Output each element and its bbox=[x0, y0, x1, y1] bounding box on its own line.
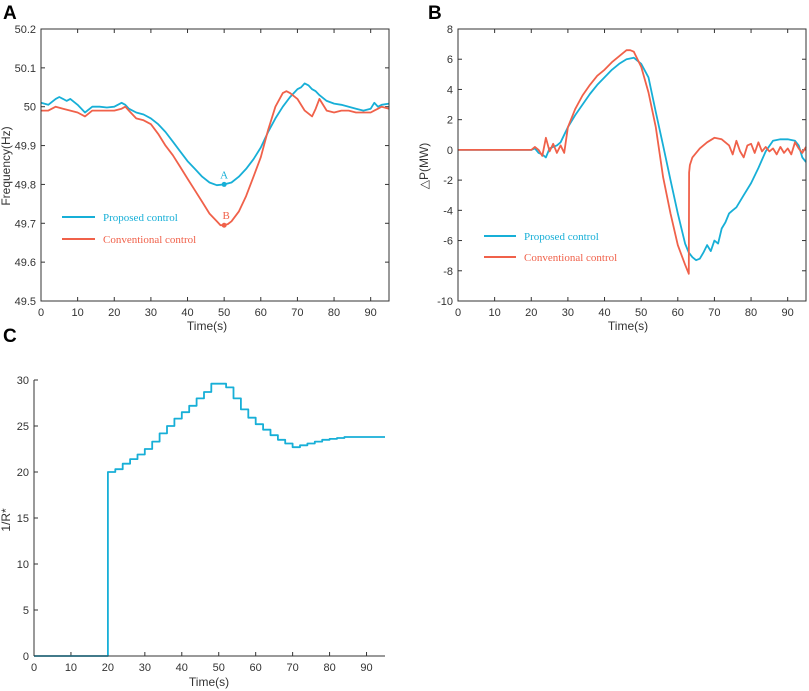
x-tick-label: 70 bbox=[291, 307, 303, 319]
y-tick-label: 10 bbox=[17, 559, 29, 571]
panel-b-legend: Proposed control Conventional control bbox=[484, 231, 617, 264]
x-tick-label: 20 bbox=[525, 307, 537, 319]
y-tick-label: 0 bbox=[447, 145, 453, 157]
panel-letter-a: A bbox=[3, 3, 17, 24]
legend-label-conventional: Conventional control bbox=[103, 234, 196, 246]
x-tick-label: 70 bbox=[287, 662, 299, 674]
y-tick-label: 0 bbox=[23, 651, 29, 663]
y-tick-label: 15 bbox=[17, 513, 29, 525]
x-tick-label: 50 bbox=[218, 307, 230, 319]
annotation-label-b: B bbox=[222, 210, 229, 222]
y-tick-label: -2 bbox=[443, 175, 453, 187]
series-line-proposed-control bbox=[458, 56, 807, 262]
x-tick-label: 60 bbox=[250, 662, 262, 674]
y-tick-label: 5 bbox=[23, 605, 29, 617]
x-tick-label: 10 bbox=[65, 662, 77, 674]
x-tick-label: 60 bbox=[255, 307, 267, 319]
x-tick-label: 30 bbox=[562, 307, 574, 319]
panel-b-axes-frame bbox=[457, 28, 807, 302]
y-tick-label: 25 bbox=[17, 421, 29, 433]
panel-letter-b: B bbox=[428, 3, 442, 24]
annotation-point-a bbox=[221, 181, 227, 187]
x-tick-label: 40 bbox=[176, 662, 188, 674]
annotation-point-b bbox=[221, 222, 227, 228]
y-tick-label: -10 bbox=[437, 296, 453, 308]
panel-c-series bbox=[34, 382, 385, 657]
x-tick-label: 30 bbox=[139, 662, 151, 674]
y-tick-label: 6 bbox=[447, 54, 453, 66]
annotation-label-a: A bbox=[220, 169, 228, 181]
legend-label-conventional: Conventional control bbox=[524, 252, 617, 264]
x-tick-label: 0 bbox=[38, 307, 44, 319]
y-tick-label: 50 bbox=[24, 102, 36, 114]
x-tick-label: 90 bbox=[782, 307, 794, 319]
y-tick-label: 50.1 bbox=[15, 63, 36, 75]
y-tick-label: 50.2 bbox=[15, 24, 36, 36]
x-tick-label: 20 bbox=[108, 307, 120, 319]
x-tick-label: 60 bbox=[672, 307, 684, 319]
y-tick-label: 49.5 bbox=[15, 296, 36, 308]
panel-b-series bbox=[458, 49, 807, 275]
y-tick-label: 49.7 bbox=[15, 218, 36, 230]
x-tick-label: 80 bbox=[745, 307, 757, 319]
x-tick-label: 10 bbox=[489, 307, 501, 319]
y-tick-label: 8 bbox=[447, 24, 453, 36]
series-line-proposed-control bbox=[40, 82, 390, 187]
x-tick-label: 10 bbox=[72, 307, 84, 319]
series-line-conventional-control bbox=[458, 49, 807, 275]
y-tick-label: 49.9 bbox=[15, 141, 36, 153]
x-tick-label: 50 bbox=[635, 307, 647, 319]
y-tick-label: -8 bbox=[443, 266, 453, 278]
y-tick-label: 49.6 bbox=[15, 257, 36, 269]
x-tick-label: 30 bbox=[145, 307, 157, 319]
x-tick-label: 20 bbox=[102, 662, 114, 674]
x-tick-label: 80 bbox=[328, 307, 340, 319]
panel-letter-c: C bbox=[3, 326, 17, 347]
x-tick-label: 40 bbox=[181, 307, 193, 319]
x-tick-label: 0 bbox=[455, 307, 461, 319]
panel-a-xlabel: Time(s) bbox=[187, 319, 227, 333]
x-tick-label: 50 bbox=[213, 662, 225, 674]
y-tick-label: 20 bbox=[17, 467, 29, 479]
x-tick-label: 90 bbox=[360, 662, 372, 674]
legend-label-proposed: Proposed control bbox=[103, 212, 178, 224]
panel-a-ylabel: Frequency(Hz) bbox=[0, 126, 13, 205]
y-tick-label: 4 bbox=[447, 84, 453, 96]
panel-b-xlabel: Time(s) bbox=[608, 319, 648, 333]
x-tick-label: 0 bbox=[31, 662, 37, 674]
series-line-1-r- bbox=[34, 382, 385, 657]
x-tick-label: 90 bbox=[365, 307, 377, 319]
panel-a-annotations: A B bbox=[220, 169, 230, 228]
y-tick-label: 49.8 bbox=[15, 179, 36, 191]
y-tick-label: 30 bbox=[17, 375, 29, 387]
panel-c-axes bbox=[33, 380, 385, 657]
panel-a-axes-frame bbox=[40, 28, 390, 302]
panel-b-power-chart: 0 10 20 30 40 50 60 70 80 90 -10 -8 -6 -4 -2 0 2 4 6 8 Time… bbox=[417, 24, 807, 333]
panel-c-ylabel: 1/R* bbox=[0, 508, 13, 532]
panel-a-ticks: 0 10 20 30 40 50 60 70 80 90 49.5 49.6 49.7 49.8 49.9 5… bbox=[15, 24, 389, 319]
x-tick-label: 70 bbox=[708, 307, 720, 319]
x-tick-label: 40 bbox=[598, 307, 610, 319]
panel-c-xlabel: Time(s) bbox=[189, 675, 229, 689]
panel-a-frequency-chart: 0 10 20 30 40 50 60 70 80 90 49.5 49.6 49.7 49.8 49.9 5… bbox=[0, 24, 390, 333]
y-tick-label: 2 bbox=[447, 115, 453, 127]
x-tick-label: 80 bbox=[323, 662, 335, 674]
panel-c-ticks: 0 10 20 30 40 50 60 70 80 90 0 5 10 15 20 25 30 bbox=[17, 375, 373, 674]
panel-a-legend: Proposed control Conventional control bbox=[62, 212, 196, 246]
y-tick-label: -6 bbox=[443, 236, 453, 248]
panel-b-ylabel: △P(MW) bbox=[417, 143, 431, 190]
y-tick-label: -4 bbox=[443, 205, 453, 217]
legend-label-proposed: Proposed control bbox=[524, 231, 599, 243]
